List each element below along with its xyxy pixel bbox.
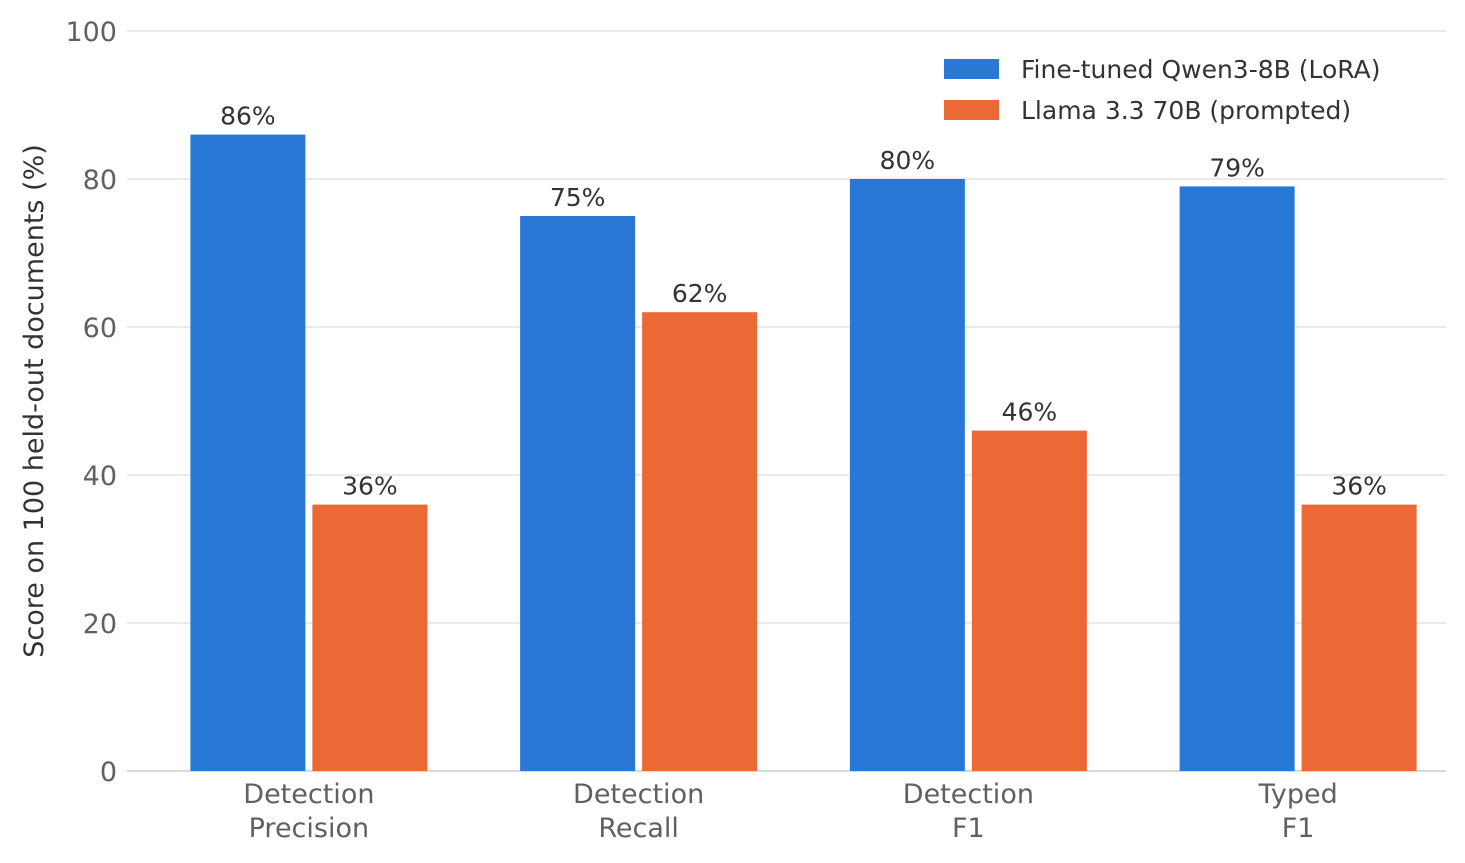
x-axis-ticks: Detection Precision Detection Recall Detecti… — [243, 779, 1337, 844]
legend-label: Llama 3.3 70B (prompted) — [1021, 96, 1351, 125]
bars — [190, 134, 1417, 772]
bar-series-1-1 — [190, 134, 306, 772]
x-tick-label: Detection F1 — [903, 779, 1034, 844]
bar-series-2-2 — [642, 312, 758, 771]
bar-series-1-3 — [849, 179, 965, 771]
bar-value-label: 36% — [342, 472, 398, 501]
bar-value-label: 80% — [880, 146, 936, 175]
bar-series-2-3 — [971, 430, 1087, 771]
x-tick-label: Detection Precision — [243, 779, 374, 844]
y-axis-ticks: 0 20 40 60 80 100 — [65, 17, 117, 788]
bar-value-label: 36% — [1331, 472, 1387, 501]
bar-series-1-4 — [1179, 186, 1295, 771]
y-tick-label: 40 — [83, 461, 117, 492]
bar-value-label: 86% — [220, 102, 276, 131]
y-tick-label: 60 — [83, 313, 117, 344]
bar-series-2-1 — [312, 504, 428, 771]
legend: Fine-tuned Qwen3-8B (LoRA) Llama 3.3 70B … — [944, 55, 1380, 125]
y-tick-label: 80 — [83, 165, 117, 196]
bar-series-2-4 — [1301, 504, 1417, 771]
y-tick-label: 20 — [83, 609, 117, 640]
y-tick-label: 0 — [100, 757, 117, 788]
legend-swatch — [944, 100, 999, 120]
bar-series-1-2 — [520, 216, 636, 771]
x-tick-label: Detection Recall — [573, 779, 704, 844]
x-tick-label: Typed F1 — [1258, 779, 1338, 844]
bar-value-label: 62% — [672, 279, 728, 308]
y-axis-title: Score on 100 held-out documents (%) — [19, 144, 50, 658]
y-tick-label: 100 — [65, 17, 117, 48]
legend-label: Fine-tuned Qwen3-8B (LoRA) — [1021, 55, 1380, 84]
bar-value-label: 75% — [550, 183, 606, 212]
bar-value-label: 46% — [1002, 398, 1058, 427]
bar-value-label: 79% — [1209, 153, 1265, 182]
data-labels: 86% 36% 75% 62% 80% 46% 79% 36% — [220, 102, 1387, 501]
legend-swatch — [944, 59, 999, 79]
